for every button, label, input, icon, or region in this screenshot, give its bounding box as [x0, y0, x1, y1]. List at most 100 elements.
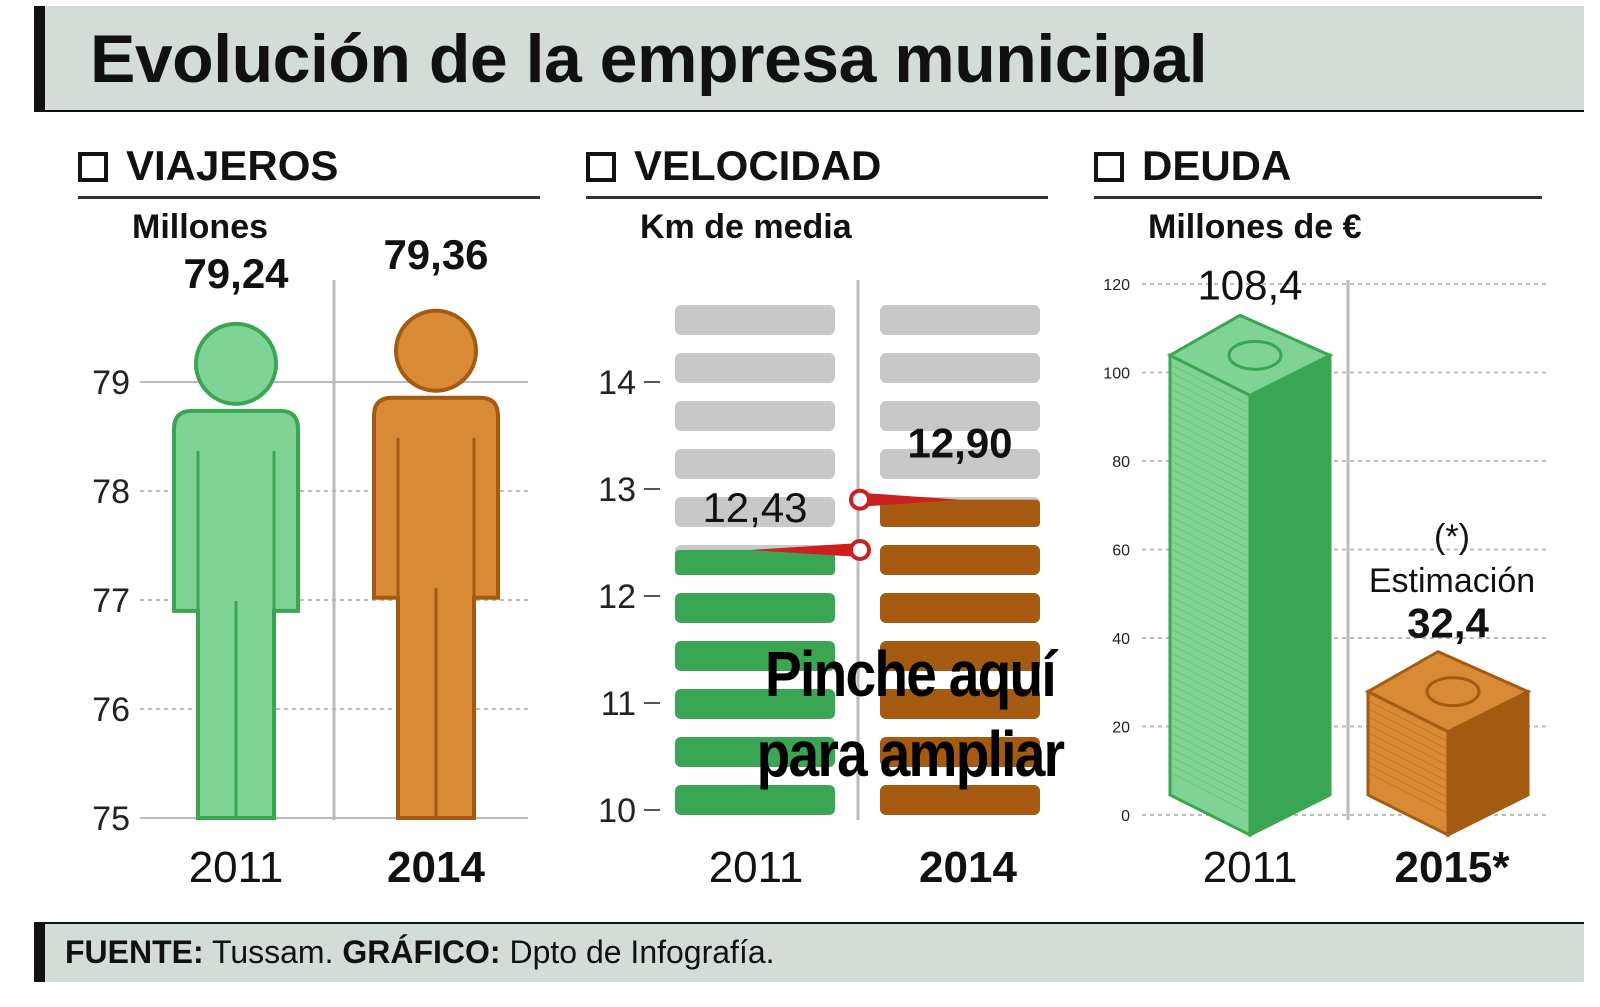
stack-stripe — [1171, 620, 1251, 662]
bar-segments-2014 — [880, 305, 1040, 815]
stack-stripe — [1171, 708, 1251, 750]
annotation-estimate: Estimación — [1369, 562, 1535, 600]
x-tick-label: 2014 — [919, 843, 1017, 892]
y-tick-label: 60 — [1112, 543, 1130, 560]
stack-stripe — [1171, 604, 1251, 646]
stack-face-right — [1248, 352, 1332, 838]
y-tick-label: 11 — [601, 685, 636, 723]
segment — [880, 305, 1040, 335]
segment — [880, 545, 1040, 575]
stack-stripe — [1171, 676, 1251, 718]
footer-credits: FUENTE: Tussam. GRÁFICO: Dpto de Infogra… — [34, 922, 1584, 982]
stack-stripe — [1369, 765, 1449, 807]
section-header-velocidad: VELOCIDAD — [586, 142, 1048, 199]
stack-stripe — [1369, 757, 1449, 799]
y-tick-label: 40 — [1112, 631, 1130, 648]
stack-stripe — [1171, 388, 1251, 430]
segment — [675, 497, 835, 527]
chart-velocidad: 10 11 12 13 14 12,43 2011 12,90 2014 — [598, 280, 1040, 892]
annotation-asterisk: (*) — [1434, 518, 1470, 556]
segment — [880, 737, 1040, 767]
stack-stripe — [1171, 716, 1251, 758]
x-tick-label: 2011 — [189, 843, 284, 892]
stack-stripe — [1369, 725, 1449, 767]
stack-stripe — [1171, 684, 1251, 726]
y-tick-label: 12 — [598, 578, 636, 616]
stack-stripe — [1171, 636, 1251, 678]
stack-stripe — [1369, 749, 1449, 791]
segment — [675, 449, 835, 479]
stack-face-top — [1364, 649, 1532, 734]
stack-stripe — [1171, 764, 1251, 806]
bar-segments-2011 — [675, 305, 835, 815]
y-tick-label: 0 — [1121, 808, 1130, 825]
stack-stripe — [1171, 396, 1251, 438]
stack-stripe — [1171, 380, 1251, 422]
stack-stripe — [1171, 580, 1251, 622]
unit-label: Millones de € — [1148, 208, 1362, 246]
segment — [675, 689, 835, 719]
segment — [880, 785, 1040, 815]
stack-stripe — [1171, 532, 1251, 574]
stack-stripe — [1171, 436, 1251, 478]
stack-stripe — [1171, 524, 1251, 566]
euro-seal-icon — [1425, 676, 1481, 708]
y-tick-label: 75 — [92, 800, 130, 838]
stack-stripe — [1171, 652, 1251, 694]
stack-stripe — [1171, 772, 1251, 814]
stack-stripe — [1171, 460, 1251, 502]
value-needle — [860, 492, 960, 507]
stack-stripe — [1369, 701, 1449, 743]
bar-stack-2011 — [1166, 313, 1334, 838]
stack-face-left — [1168, 352, 1252, 838]
checkbox-square-icon — [586, 152, 616, 182]
figure-head — [394, 308, 478, 393]
data-label: 79,36 — [383, 231, 488, 278]
data-label: 12,43 — [702, 484, 807, 531]
stack-stripe — [1171, 660, 1251, 702]
stack-stripe — [1171, 420, 1251, 462]
data-label: 79,24 — [183, 250, 289, 297]
stack-stripe — [1171, 516, 1251, 558]
stack-stripe — [1171, 644, 1251, 686]
enlarge-link[interactable]: Pinche aquí para ampliar — [729, 634, 1090, 794]
stack-stripe — [1369, 709, 1449, 751]
stack-stripe — [1369, 773, 1449, 815]
x-tick-label: 2014 — [387, 843, 485, 892]
segment — [880, 593, 1040, 623]
segment — [880, 449, 1040, 479]
stack-stripe — [1171, 732, 1251, 774]
stack-stripe — [1171, 372, 1251, 414]
y-tick-label: 20 — [1112, 720, 1130, 737]
stack-stripe — [1171, 540, 1251, 582]
value-needle — [750, 542, 860, 557]
segment — [880, 641, 1040, 671]
figure-head — [194, 321, 278, 406]
y-tick-label: 77 — [92, 582, 130, 620]
data-label: 32,4 — [1407, 600, 1489, 647]
y-tick-label: 13 — [598, 471, 636, 509]
stack-stripe — [1171, 564, 1251, 606]
source-label: FUENTE: — [65, 934, 204, 970]
stack-stripe — [1171, 444, 1251, 486]
stack-stripe — [1369, 741, 1449, 783]
stack-stripe — [1171, 468, 1251, 510]
segment — [675, 401, 835, 431]
enlarge-link-line: Pinche aquí — [765, 638, 1057, 710]
title-banner: Evolución de la empresa municipal — [34, 6, 1584, 112]
graphic-label: GRÁFICO: — [342, 934, 501, 970]
stack-stripe — [1171, 412, 1251, 454]
stack-stripe — [1171, 692, 1251, 734]
page-title: Evolución de la empresa municipal — [90, 21, 1208, 97]
bar-person-2011 — [172, 321, 300, 820]
stack-stripe — [1369, 717, 1449, 759]
stack-stripe — [1171, 756, 1251, 798]
section-header-deuda: DEUDA — [1094, 142, 1542, 199]
section-title: DEUDA — [1142, 142, 1292, 189]
euro-seal-icon — [1227, 339, 1283, 371]
section-header-viajeros: VIAJEROS — [78, 142, 540, 199]
graphic-value: Dpto de Infografía. — [509, 934, 775, 970]
stack-stripe — [1171, 452, 1251, 494]
x-tick-label: 2011 — [709, 843, 804, 892]
y-tick-label: 76 — [92, 691, 130, 729]
